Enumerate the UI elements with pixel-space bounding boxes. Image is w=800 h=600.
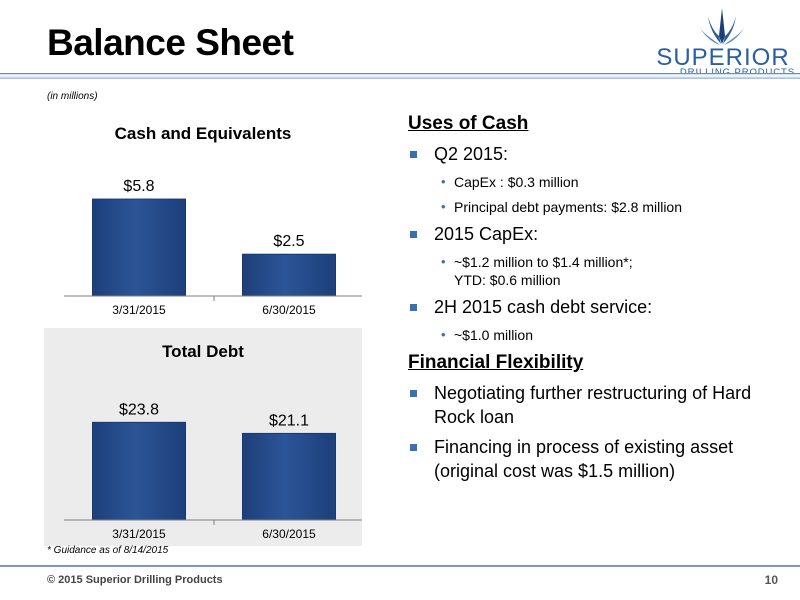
units-note: (in millions) [47,91,98,102]
header-divider-line [0,73,800,74]
dot-bullet-icon: • [441,199,446,214]
bullet-financing: Financing in process of existing asset (… [408,435,788,483]
debt-chart: Total Debt $23.8 3/31/2015 $21.1 6/30/2015 [44,328,362,546]
logo-tagline: DRILLING PRODUCTS [648,68,798,78]
bullet-restructuring: Negotiating further restructuring of Har… [408,381,788,429]
sub-bullet-text: ~$1.0 million [454,327,533,343]
square-bullet-icon [410,444,417,451]
bullet-text: Negotiating further restructuring of Har… [434,383,752,427]
category-label: 3/31/2015 [112,527,166,541]
category-label: 3/31/2015 [112,303,166,317]
bullet-text: 2015 CapEx: [434,224,539,244]
category-label: 6/30/2015 [262,303,316,317]
uses-of-cash-heading: Uses of Cash [408,113,529,134]
data-label: $2.5 [273,233,304,250]
guidance-footnote: * Guidance as of 8/14/2015 [47,545,169,556]
cash-chart-svg: Cash and Equivalents $5.8 3/31/2015 $2.5 6/3… [64,124,362,317]
square-bullet-icon [410,304,417,311]
bullet-2h-debt-service: 2H 2015 cash debt service: [408,295,788,319]
bullet-text: Financing in process of existing asset (… [434,437,734,481]
sub-bullet-debt-service: • ~$1.0 million [408,326,788,344]
drill-bit-logo-icon [700,8,744,45]
bullet-text: 2H 2015 cash debt service: [434,297,653,317]
cash-chart: Cash and Equivalents $5.8 3/31/2015 $2.5 6/3… [44,110,362,322]
sub-bullet-text: CapEx : $0.3 million [454,174,579,190]
footer-divider [0,565,800,567]
dot-bullet-icon: • [441,254,446,269]
square-bullet-icon [410,390,417,397]
copyright-notice: © 2015 Superior Drilling Products [47,574,223,586]
right-column: Uses of Cash Q2 2015: • CapEx : $0.3 mil… [408,112,788,483]
bar-3/31/2015 [92,198,186,297]
sub-bullet-principal: • Principal debt payments: $2.8 million [408,198,788,216]
debt-chart-svg: Total Debt $23.8 3/31/2015 $21.1 6/30/2015 [64,342,362,541]
square-bullet-icon [410,231,417,238]
sub-bullet-text-ytd: YTD: $0.6 million [454,272,561,288]
bullet-q2-2015: Q2 2015: [408,142,788,166]
category-label: 6/30/2015 [262,527,316,541]
page-title: Balance Sheet [47,22,294,63]
bullet-2015-capex: 2015 CapEx: [408,222,788,246]
data-label: $21.1 [269,412,309,429]
bar-6/30/2015 [242,253,336,297]
header-divider [0,73,800,79]
logo-wordmark: SUPERIOR [656,44,790,71]
company-logo: SUPERIOR DRILLING PRODUCTS [648,6,798,78]
chart-title: Cash and Equivalents [115,124,292,143]
dot-bullet-icon: • [441,327,446,342]
page-number: 10 [764,573,778,587]
sub-bullet-capex: • CapEx : $0.3 million [408,173,788,191]
bar-3/31/2015 [92,421,186,521]
dot-bullet-icon: • [441,174,446,189]
data-label: $23.8 [119,401,159,418]
bullet-text: Q2 2015: [434,144,509,164]
financial-flexibility-heading: Financial Flexibility [408,352,584,373]
sub-bullet-text: ~$1.2 million to $1.4 million*; [454,254,633,270]
chart-title: Total Debt [162,342,244,361]
sub-bullet-capex-range: • ~$1.2 million to $1.4 million*; YTD: $… [408,253,788,289]
data-label: $5.8 [123,178,154,195]
square-bullet-icon [410,151,417,158]
bar-6/30/2015 [242,432,336,521]
sub-bullet-text: Principal debt payments: $2.8 million [454,199,683,215]
